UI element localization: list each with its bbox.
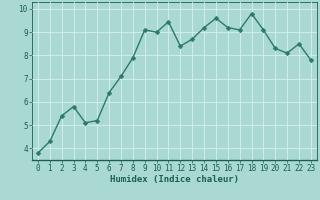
X-axis label: Humidex (Indice chaleur): Humidex (Indice chaleur) [110, 175, 239, 184]
